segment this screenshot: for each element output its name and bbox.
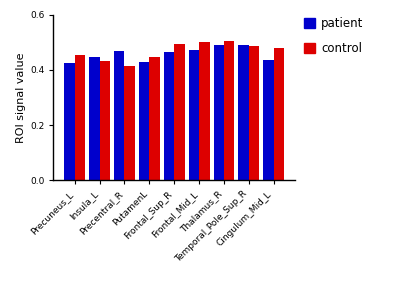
Bar (174, 44, 184, 180)
Bar (213, 45, 223, 180)
Bar (74, 55, 85, 180)
Bar (139, 62, 149, 180)
Y-axis label: ROI signal value: ROI signal value (16, 52, 26, 143)
Bar (248, 45, 259, 180)
Bar (99, 61, 110, 180)
Bar (238, 45, 248, 180)
Bar (114, 51, 124, 180)
Bar (199, 42, 209, 180)
Bar (64, 63, 74, 180)
Bar (149, 57, 160, 180)
Bar (164, 52, 174, 180)
Bar (263, 60, 273, 180)
Bar (124, 66, 135, 180)
Bar (188, 50, 199, 180)
Bar (223, 41, 234, 180)
Bar (89, 57, 99, 180)
Legend: patient, control: patient, control (303, 17, 363, 55)
Bar (273, 48, 283, 180)
